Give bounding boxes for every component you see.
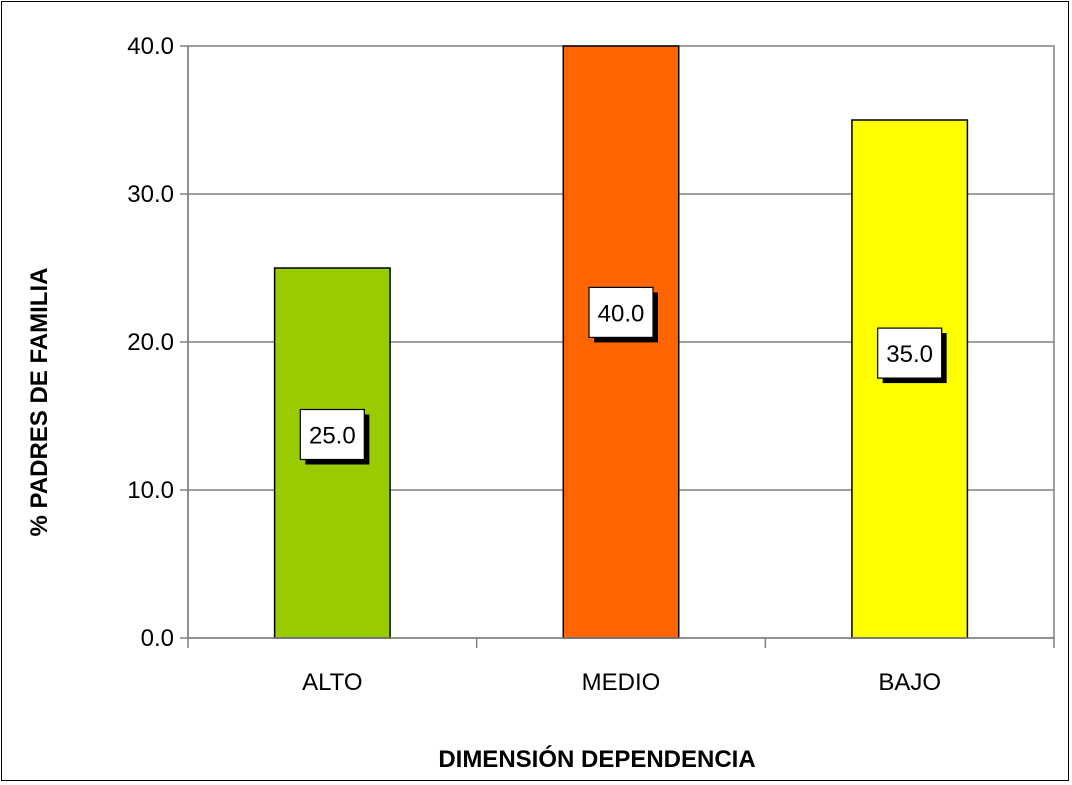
y-tick-label: 20.0 [127, 329, 174, 356]
y-axis-ticks: 0.0 10.0 20.0 30.0 40.0 [127, 33, 188, 652]
data-label-box [588, 286, 654, 338]
data-label: 25.0 [309, 423, 356, 450]
data-label: 35.0 [886, 341, 933, 368]
y-tick-label: 0.0 [141, 625, 174, 652]
data-label-box [299, 408, 365, 461]
data-label-box [877, 327, 943, 379]
x-tick-label: MEDIO [582, 669, 661, 696]
x-tick-label: ALTO [302, 669, 362, 696]
y-axis-title: % PADRES DE FAMILIA [26, 268, 53, 537]
x-axis-title: DIMENSIÓN DEPENDENCIA [438, 745, 755, 773]
y-tick-label: 30.0 [127, 181, 174, 208]
data-label: 40.0 [598, 300, 645, 327]
x-tick-label: BAJO [878, 669, 941, 696]
data-labels: 25.0 40.0 35.0 [299, 286, 947, 465]
y-tick-label: 10.0 [127, 477, 174, 504]
x-axis-ticks: ALTO MEDIO BAJO [187, 638, 1055, 696]
y-tick-label: 40.0 [127, 33, 174, 60]
